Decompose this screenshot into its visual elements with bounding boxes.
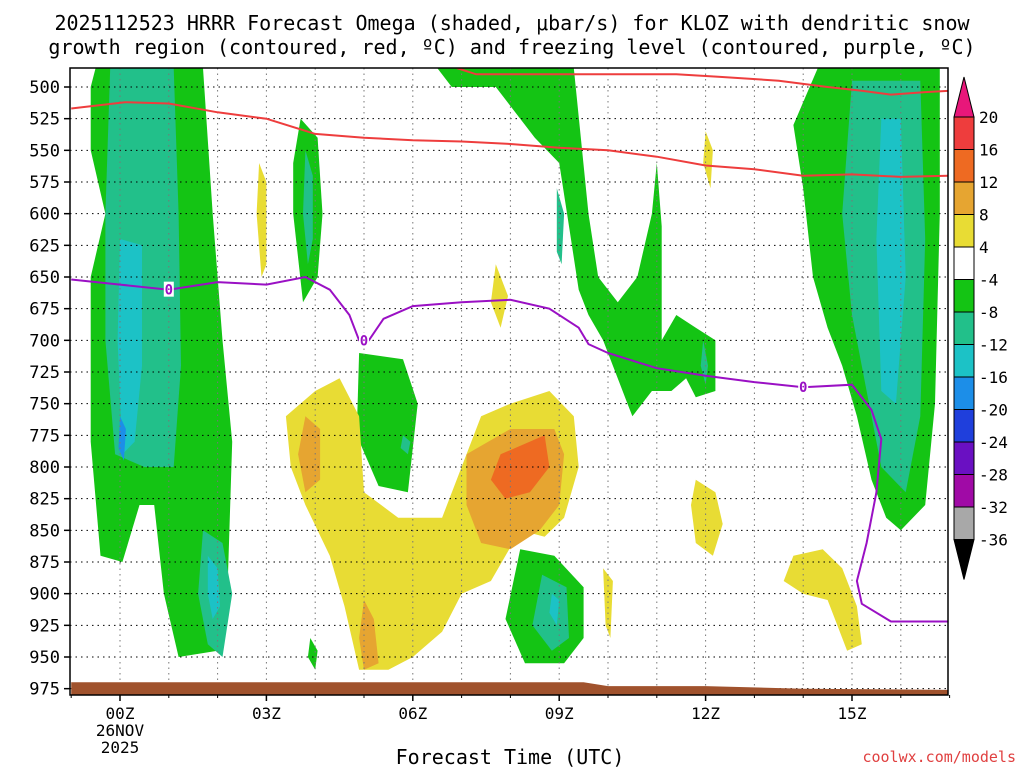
omega-region-teal-spot-12z (700, 340, 708, 385)
y-tick-label-625: 625 (29, 236, 60, 256)
freezing-label-bg-2 (798, 379, 809, 395)
y-tick-label-900: 900 (29, 585, 60, 605)
y-tick-label-825: 825 (29, 490, 60, 510)
y-tick-label-500: 500 (29, 78, 60, 98)
omega-region-cyan-core-00z (117, 239, 142, 455)
plot-frame (69, 67, 949, 696)
omega-shading (90, 68, 940, 670)
colorbar-top-arrow (953, 76, 975, 118)
omega-region-cyan-lobe-02z (207, 555, 220, 619)
terrain (71, 682, 948, 695)
colorbar-bin--28-to--24 (953, 441, 975, 475)
colorbar-bin--4-to-4 (953, 246, 975, 280)
y-tick-label-700: 700 (29, 331, 60, 351)
omega-region-yellow-upper-03z (256, 163, 267, 277)
colorbar-label--4: -4 (979, 271, 998, 290)
omega-region-cyan-spot-09z (549, 593, 560, 626)
freezing-level-label-1: 0 (360, 333, 368, 349)
x-tick-label-00Z: 00Z (106, 704, 135, 723)
y-tick-label-550: 550 (29, 141, 60, 161)
x-tick-label-06Z: 06Z (398, 704, 427, 723)
chart-title-line-1: 2025112523 HRRR Forecast Omega (shaded, … (54, 11, 970, 35)
omega-region-teal-spot-08z (556, 188, 565, 265)
omega-region-blue-spot-00z (118, 416, 126, 461)
freezing-label-bg-0 (163, 281, 174, 297)
colorbar-bin--12-to--8 (953, 311, 975, 345)
colorbar-label-8: 8 (979, 206, 989, 225)
y-tick-label-600: 600 (29, 205, 60, 225)
freezing-level-label-0: 0 (165, 283, 173, 299)
date-label-year: 2025 (101, 738, 140, 757)
colorbar-bin--8-to--4 (953, 279, 975, 313)
x-axis-label: Forecast Time (UTC) (396, 745, 625, 768)
omega-region-yellow-mid-08z (490, 264, 508, 328)
omega-region-orange-mid (490, 435, 550, 499)
colorbar-bin--36-to--32 (953, 506, 975, 540)
colorbar-bin-16-to-20 (953, 116, 975, 150)
colorbar-label--16: -16 (979, 368, 1008, 387)
colorbar-label--8: -8 (979, 303, 998, 322)
omega-region-cyan-column-16z (876, 118, 906, 404)
x-tick-label-03Z: 03Z (252, 704, 281, 723)
omega-region-teal-spot-05z (400, 435, 411, 455)
freezing-label-bg-1 (359, 332, 369, 348)
x-tick-label-09Z: 09Z (545, 704, 574, 723)
grid-lines (70, 68, 948, 695)
y-tick-label-575: 575 (29, 173, 60, 193)
colorbar-label--12: -12 (979, 336, 1008, 355)
y-tick-label-850: 850 (29, 521, 60, 541)
y-axis: 500 525 550 575 600 625 650 675 700 725 750 775 800 8… (29, 78, 70, 700)
x-axis: 00Z 03Z 06Z 09Z 12Z 15Z (70, 695, 951, 723)
colorbar-bin-8-to-12 (953, 181, 975, 215)
terrain-fill (71, 682, 948, 695)
y-tick-label-800: 800 (29, 458, 60, 478)
colorbar-label--28: -28 (979, 466, 1008, 485)
colorbar-bin--24-to--20 (953, 409, 975, 443)
chart-title-line-2: growth region (contoured, red, ºC) and f… (48, 35, 975, 59)
colorbar-bin--16-to--12 (953, 344, 975, 378)
contours: 0 0 0 (71, 68, 948, 623)
omega-region-green-column-09z (437, 68, 716, 417)
colorbar-label-12: 12 (979, 173, 998, 192)
omega-region-yellow-spot-10z (603, 568, 613, 638)
colorbar-label--36: -36 (979, 531, 1008, 550)
colorbar-bin-4-to-8 (953, 214, 975, 248)
colorbar-bottom-arrow (953, 539, 975, 580)
colorbar-label--24: -24 (979, 433, 1008, 452)
y-tick-label-725: 725 (29, 363, 60, 383)
freezing-level-line (71, 275, 948, 623)
colorbar-label-16: 16 (979, 141, 998, 160)
omega-region-green-blob-05z (356, 353, 418, 493)
y-tick-label-525: 525 (29, 110, 60, 130)
omega-region-teal-column-00z (105, 68, 181, 467)
colorbar-bin--20-to--16 (953, 376, 975, 410)
y-tick-label-925: 925 (29, 616, 60, 636)
colorbar-label--20: -20 (979, 401, 1008, 420)
lower-dgz-line (71, 101, 948, 178)
upper-dgz-line (456, 68, 948, 96)
colorbar-bin--32-to--28 (953, 474, 975, 508)
y-tick-label-875: 875 (29, 553, 60, 573)
date-label-day: 26NOV (96, 721, 145, 740)
y-tick-label-650: 650 (29, 268, 60, 288)
colorbar-label-20: 20 (979, 108, 998, 127)
omega-region-orange-light-a (298, 416, 321, 493)
y-tick-label-950: 950 (29, 648, 60, 668)
y-tick-label-975: 975 (29, 680, 60, 700)
colorbar-label-4: 4 (979, 238, 989, 257)
y-tick-label-750: 750 (29, 395, 60, 415)
x-tick-label-12Z: 12Z (691, 704, 720, 723)
colorbar-label--32: -32 (979, 498, 1008, 517)
y-tick-label-775: 775 (29, 426, 60, 446)
x-tick-label-15Z: 15Z (838, 704, 867, 723)
credit-label: coolwx.com/models (862, 748, 1016, 766)
colorbar: 20 16 12 8 4 -4 -8 -12 -16 -20 -24 -28 -32 -36 (953, 76, 1008, 580)
y-tick-label-675: 675 (29, 300, 60, 320)
freezing-level-label-2: 0 (799, 380, 807, 396)
colorbar-bin-12-to-16 (953, 149, 975, 183)
omega-region-green-spot-04z (307, 638, 318, 670)
omega-region-teal-core-0330z (303, 150, 313, 265)
